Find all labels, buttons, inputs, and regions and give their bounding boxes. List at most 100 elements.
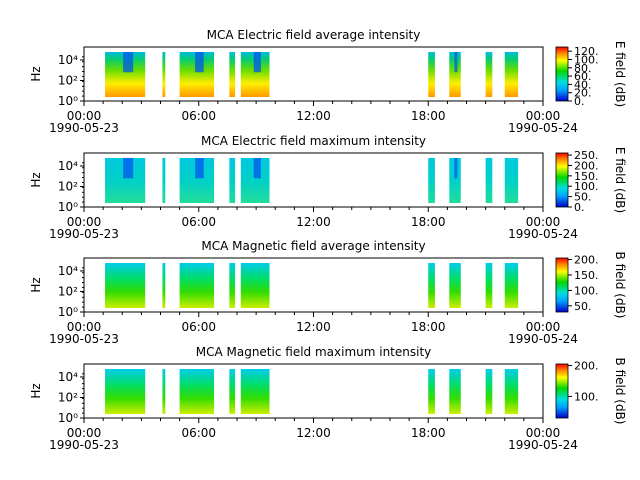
x-tick-label: 06:00 [181,215,216,229]
colorbar-label: E field (dB) [613,41,627,107]
colorbar-tick-label: 100. [574,284,599,297]
panel-1: MCA Electric field average intensity 10⁰ 1… [29,28,627,135]
x-date-label: 1990-05-24 [508,227,578,241]
colorbar-tick-label: 250. [574,149,599,162]
colorbar-label: B field (dB) [613,252,627,319]
panel-title: MCA Magnetic field maximum intensity [196,345,432,359]
data-block [229,158,236,203]
x-date-label: 1990-05-23 [49,332,119,346]
data-block [449,369,461,414]
data-block [105,369,146,414]
data-block [229,369,236,414]
colorbar-label: B field (dB) [613,358,627,425]
x-tick-label: 18:00 [411,320,446,334]
data-block [105,263,146,308]
axes-frame [83,257,544,313]
colorbar-tick-label: 0. [574,201,585,214]
x-tick-label: 00:00 [67,109,102,123]
colorbar-tick-label: 40. [574,78,592,91]
data-block [162,52,166,97]
y-tick-label: 10² [58,73,78,87]
data-block [485,263,493,308]
x-tick-label: 12:00 [296,320,331,334]
x-date-label: 1990-05-24 [508,332,578,346]
data-block [162,158,166,203]
colorbar [555,257,569,313]
x-date-label: 1990-05-23 [49,227,119,241]
data-block [485,369,493,414]
x-date-label: 1990-05-24 [508,438,578,452]
y-tick-label: 10⁴ [58,264,78,278]
x-tick-label: 00:00 [67,426,102,440]
data-patch [454,158,458,179]
y-tick-label: 10⁴ [58,53,78,67]
data-block [449,263,461,308]
x-tick-label: 00:00 [526,426,561,440]
colorbar-tick-label: 150. [574,170,599,183]
data-patch [253,52,261,73]
data-block [485,158,493,203]
y-axis-label: Hz [29,66,43,81]
y-tick-label: 10⁰ [58,411,78,425]
axes-frame [83,46,544,102]
y-axis-label: Hz [29,383,43,398]
colorbar-tick-label: 80. [574,62,592,75]
x-tick-label: 12:00 [296,215,331,229]
x-tick-label: 18:00 [411,426,446,440]
colorbar-tick-label: 50. [574,191,592,204]
panel-2: MCA Electric field maximum intensity 10⁰ 1… [29,134,627,241]
data-block [428,369,435,414]
colorbar-tick-label: 0. [574,95,585,108]
colorbar-tick-label: 200. [574,360,599,373]
colorbar-tick-label: 50. [574,300,592,313]
data-block [428,52,435,97]
data-block [504,52,519,97]
colorbar [555,152,569,208]
x-tick-label: 00:00 [67,320,102,334]
colorbar-tick-label: 150. [574,269,599,282]
data-block [504,158,519,203]
colorbar-tick-label: 100. [574,390,599,403]
colorbar [555,46,569,102]
data-block [179,263,215,308]
x-tick-label: 06:00 [181,109,216,123]
y-axis-label: Hz [29,172,43,187]
x-tick-label: 00:00 [67,215,102,229]
panel-title: MCA Electric field maximum intensity [201,134,426,148]
colorbar-tick-label: 60. [574,70,592,83]
colorbar-tick-label: 120. [574,45,599,58]
panel-title: MCA Magnetic field average intensity [201,239,425,253]
y-tick-label: 10² [58,284,78,298]
y-tick-label: 10⁴ [58,370,78,384]
data-block [240,263,270,308]
data-patch [253,158,261,179]
y-tick-label: 10⁴ [58,159,78,173]
x-date-label: 1990-05-23 [49,438,119,452]
data-block [162,263,166,308]
data-block [229,263,236,308]
data-block [229,52,236,97]
x-tick-label: 12:00 [296,426,331,440]
panel-4: MCA Magnetic field maximum intensity 10⁰ 1… [29,345,627,452]
data-block [449,158,461,203]
y-tick-label: 10⁰ [58,200,78,214]
x-tick-label: 06:00 [181,426,216,440]
data-block [162,369,166,414]
x-date-label: 1990-05-23 [49,121,119,135]
panel-3: MCA Magnetic field average intensity 10⁰ 1… [29,239,627,346]
data-block [449,52,461,97]
colorbar-label: E field (dB) [613,147,627,213]
data-block [485,52,493,97]
y-tick-label: 10² [58,390,78,404]
y-tick-label: 10⁰ [58,94,78,108]
colorbar-tick-label: 100. [574,180,599,193]
y-axis-label: Hz [29,277,43,292]
x-tick-label: 18:00 [411,215,446,229]
colorbar-tick-label: 100. [574,53,599,66]
y-tick-label: 10² [58,179,78,193]
axes-frame [83,363,544,419]
y-tick-label: 10⁰ [58,305,78,319]
data-patch [195,158,204,179]
data-block [179,369,215,414]
